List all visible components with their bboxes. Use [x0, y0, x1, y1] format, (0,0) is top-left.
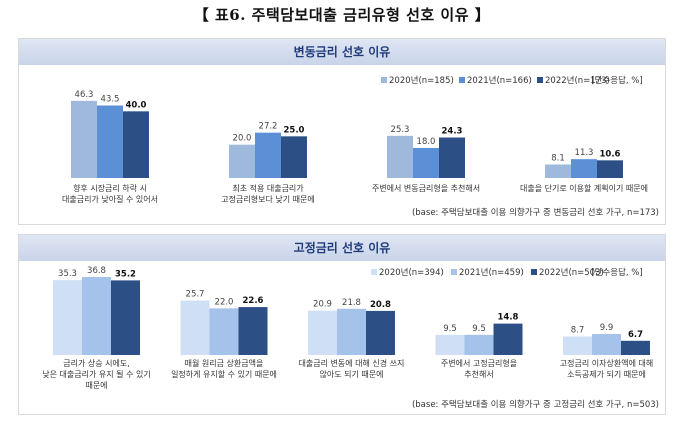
bar — [281, 136, 307, 178]
data-label: 18.0 — [417, 137, 436, 147]
data-label: 6.7 — [628, 330, 643, 340]
bar — [209, 308, 239, 355]
data-label: 35.2 — [115, 269, 136, 279]
data-label: 8.7 — [571, 326, 585, 336]
category-label: 대출금리 변동에 대해 신경 쓰지 — [299, 358, 405, 368]
category-label: 향후 시장금리 하락 시 — [73, 183, 147, 193]
base-note: (base: 주택담보대출 이용 의향가구 중 고정금리 선호 가구, n=50… — [412, 399, 659, 410]
category-label: 일정하게 유지할 수 있기 때문에 — [171, 369, 277, 379]
bar — [493, 323, 523, 355]
bar — [82, 276, 111, 355]
bar — [592, 334, 621, 355]
category-label: 매월 원리금 상환금액을 — [185, 358, 264, 368]
data-label: 25.0 — [284, 125, 305, 135]
fixed-rate-chart: 2020년(n=394) 2021년(n=459) 2022년(n=503)[단수응… — [42, 266, 659, 410]
data-label: 46.3 — [75, 90, 94, 100]
legend-swatch — [531, 269, 537, 275]
fixed-rate-chart-panel: 고정금리 선호 이유 2020년(n=394) 2021년(n=459) 2022년… — [18, 234, 666, 415]
legend-swatch — [381, 77, 387, 83]
bar — [366, 310, 395, 355]
legend-swatch — [537, 77, 543, 83]
bar — [439, 137, 465, 178]
bar — [387, 135, 413, 178]
data-label: 20.0 — [233, 134, 252, 144]
category-label: 고정금리 이자상환액에 대해 — [560, 358, 653, 368]
legend-label: 2020년(n=185) — [389, 75, 454, 86]
category-label: 대출금리가 낮아질 수 있어서 — [62, 194, 158, 204]
variable-rate-chart-panel: 변동금리 선호 이유 2020년(n=185) 2021년(n=166) 2022년… — [18, 38, 666, 225]
page-title: 【 표6. 주택담보대출 금리유형 선호 이유 】 — [193, 6, 491, 24]
data-label: 35.3 — [58, 269, 77, 279]
data-label: 24.3 — [442, 127, 463, 137]
unit-label: [단수응답, %] — [591, 267, 642, 278]
category-label: 대출을 단기로 이용할 계획이기 때문에 — [520, 183, 648, 193]
data-label: 10.6 — [600, 149, 621, 159]
category-label: 낮은 대출금리가 유지 될 수 있기 — [42, 369, 150, 379]
base-note: (base: 주택담보대출 이용 의향가구 중 변동금리 선호 가구, n=17… — [412, 207, 659, 218]
data-label: 22.0 — [215, 297, 234, 307]
data-label: 27.2 — [259, 122, 278, 132]
category-label: 주변에서 변동금리형을 추천해서 — [372, 183, 480, 193]
data-label: 9.5 — [472, 324, 486, 334]
legend-label: 2021년(n=459) — [459, 267, 524, 278]
data-label: 14.8 — [498, 313, 519, 323]
bar — [71, 100, 97, 178]
legend-swatch — [451, 269, 457, 275]
bar — [255, 132, 281, 178]
category-label: 추천해서 — [464, 369, 493, 379]
data-label: 20.8 — [370, 300, 391, 310]
data-label: 43.5 — [101, 95, 120, 105]
bar — [337, 308, 366, 355]
category-label: 금리가 상승 시에도, — [63, 358, 130, 368]
data-label: 25.3 — [391, 125, 410, 135]
category-label: 때문에 — [85, 380, 107, 390]
bar — [229, 144, 255, 178]
bar — [413, 148, 439, 178]
bar — [97, 105, 123, 178]
bar — [563, 336, 592, 355]
bar — [123, 111, 149, 178]
legend-label: 2020년(n=394) — [379, 267, 444, 278]
unit-label: [단수응답, %] — [591, 75, 642, 86]
data-label: 36.8 — [87, 266, 106, 276]
bar — [308, 310, 337, 355]
data-label: 8.1 — [551, 154, 565, 164]
legend-label: 2022년(n=173) — [545, 75, 610, 86]
data-label: 20.9 — [313, 300, 332, 310]
bar — [111, 280, 140, 355]
fixed-rate-chart-title: 고정금리 선호 이유 — [19, 235, 665, 261]
data-label: 9.5 — [443, 324, 457, 334]
category-label: 소득공제가 되기 때문에 — [567, 369, 646, 379]
data-label: 11.3 — [575, 148, 594, 158]
category-label: 최초 적용 대출금리가 — [232, 183, 304, 193]
variable-rate-chart-title: 변동금리 선호 이유 — [19, 39, 665, 65]
bar — [621, 340, 650, 355]
legend-label: 2021년(n=166) — [467, 75, 532, 86]
data-label: 9.9 — [600, 323, 614, 333]
bar — [180, 300, 210, 355]
category-label: 고정금리형보다 낮기 때문에 — [221, 194, 314, 204]
bar — [545, 164, 571, 178]
data-label: 40.0 — [126, 100, 147, 110]
bar — [238, 307, 268, 355]
legend-swatch — [459, 77, 465, 83]
bar — [464, 334, 494, 355]
legend-label: 2022년(n=503) — [539, 267, 604, 278]
data-label: 25.7 — [186, 290, 205, 300]
bar — [435, 334, 465, 355]
legend-swatch — [371, 269, 377, 275]
category-label: 주변에서 고정금리형을 — [441, 358, 517, 368]
bar — [571, 159, 597, 178]
bar — [597, 160, 623, 178]
variable-rate-chart: 2020년(n=185) 2021년(n=166) 2022년(n=173)[단수응… — [62, 75, 659, 218]
category-label: 않아도 되기 때문에 — [320, 369, 384, 379]
data-label: 21.8 — [342, 298, 361, 308]
bar — [53, 280, 82, 355]
data-label: 22.6 — [243, 296, 264, 306]
